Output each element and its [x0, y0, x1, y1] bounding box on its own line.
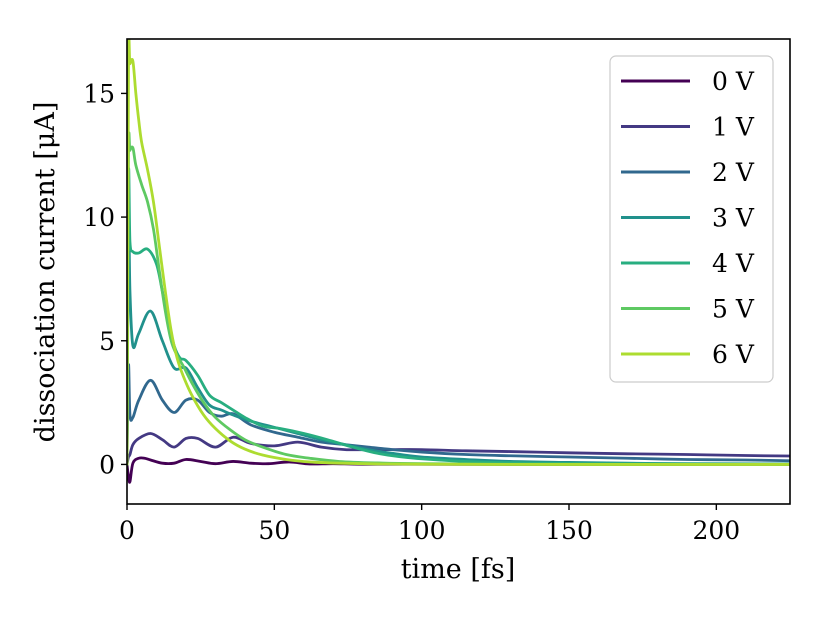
series-line-1-v [127, 432, 790, 466]
series-layer [127, 39, 790, 484]
y-axis-label: dissociation current [μA] [30, 102, 61, 443]
legend-label: 2 V [712, 158, 755, 187]
legend-label: 5 V [712, 295, 755, 324]
series-line-6-v [127, 39, 790, 466]
y-tick-label: 10 [83, 203, 115, 232]
legend-label: 3 V [712, 204, 755, 233]
legend: 0 V 1 V 2 V 3 V 4 V 5 V 6 V [609, 55, 774, 383]
legend-label: 0 V [712, 67, 755, 96]
plot-frame [126, 38, 791, 505]
series-line-2-v [127, 363, 790, 466]
legend-label: 4 V [712, 249, 755, 278]
y-tick-label: 5 [99, 327, 115, 356]
x-tick-label: 100 [398, 516, 446, 545]
x-axis-label: time [fs] [401, 554, 516, 585]
y-tick-label: 15 [83, 79, 115, 108]
series-line-4-v [127, 167, 790, 466]
x-tick-label: 150 [545, 516, 593, 545]
legend-frame [609, 55, 774, 383]
y-tick-label: 0 [99, 450, 115, 479]
x-axis: 0 50 100 150 200 [119, 504, 740, 545]
legend-label: 6 V [712, 340, 755, 369]
legend-label: 1 V [712, 113, 755, 142]
x-tick-label: 0 [119, 516, 135, 545]
x-tick-label: 50 [258, 516, 290, 545]
y-axis: 0 5 10 15 [83, 79, 127, 479]
x-tick-label: 200 [692, 516, 740, 545]
